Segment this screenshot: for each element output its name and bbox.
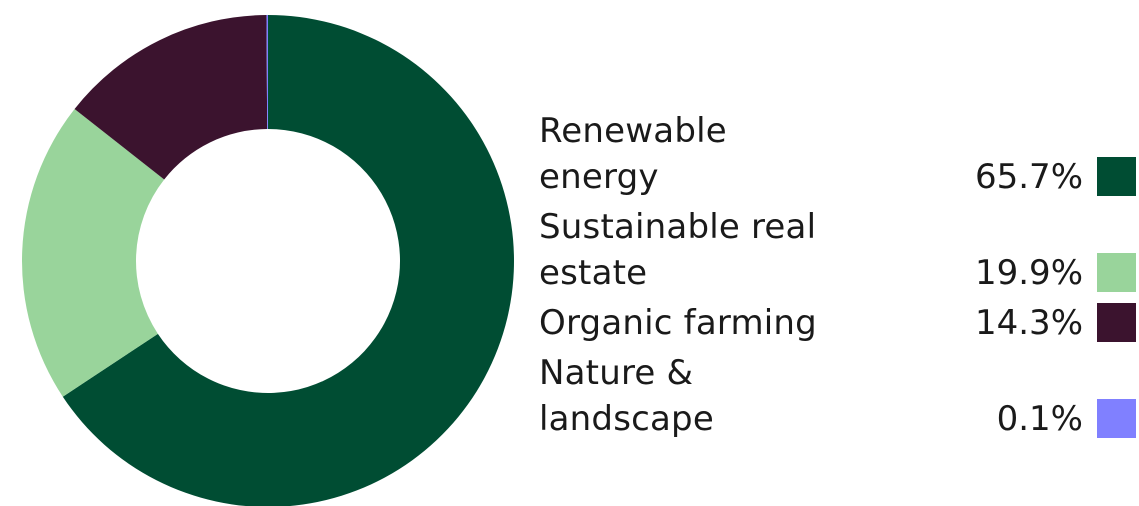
legend-label-line: Nature & bbox=[539, 353, 694, 393]
legend-item-renewable-energy: Renewable energy 65.7% bbox=[539, 104, 1139, 200]
legend-value: 19.9% bbox=[974, 253, 1083, 293]
legend-label-line: Renewable bbox=[539, 111, 727, 151]
legend-label: Sustainable real estate bbox=[539, 204, 869, 296]
legend-value: 14.3% bbox=[974, 303, 1083, 343]
legend-label-line: estate bbox=[539, 253, 648, 293]
legend-label-line: Sustainable real bbox=[539, 207, 817, 247]
legend-label-line: Organic farming bbox=[539, 303, 817, 343]
legend-label-line: energy bbox=[539, 157, 659, 197]
legend-label: Renewable energy bbox=[539, 108, 869, 200]
legend-swatch bbox=[1097, 157, 1136, 196]
legend-item-organic-farming: Organic farming 14.3% bbox=[539, 296, 1139, 346]
legend-label: Nature & landscape bbox=[539, 350, 869, 442]
legend-swatch bbox=[1097, 253, 1136, 292]
legend-item-nature-landscape: Nature & landscape 0.1% bbox=[539, 346, 1139, 442]
legend-item-sustainable-real-estate: Sustainable real estate 19.9% bbox=[539, 200, 1139, 296]
legend-value: 0.1% bbox=[996, 399, 1083, 439]
donut-slice-organic-farming bbox=[74, 15, 268, 180]
donut-slice-sustainable-real-estate bbox=[21, 109, 165, 397]
chart-legend: Renewable energy 65.7% Sustainable real … bbox=[539, 104, 1139, 442]
legend-label: Organic farming bbox=[539, 300, 869, 346]
legend-swatch bbox=[1097, 303, 1136, 342]
legend-label-line: landscape bbox=[539, 399, 714, 439]
donut-slice-nature-landscape bbox=[266, 15, 268, 130]
legend-swatch bbox=[1097, 399, 1136, 438]
legend-value: 65.7% bbox=[974, 157, 1083, 197]
donut-slice-renewable-energy bbox=[62, 15, 514, 506]
